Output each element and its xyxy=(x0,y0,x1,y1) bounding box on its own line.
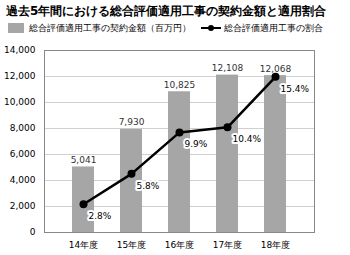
svg-text:14年度: 14年度 xyxy=(69,240,98,250)
svg-text:9.9%: 9.9% xyxy=(185,139,208,149)
html-text:過去5年間における総合評価適用工事の契約金額と適用割合: 過去5年間における総合評価適用工事の契約金額と適用割合 xyxy=(6,4,327,18)
svg-text:0: 0 xyxy=(30,227,36,237)
svg-text:10,000: 10,000 xyxy=(4,97,36,107)
svg-text:5.8%: 5.8% xyxy=(137,181,160,191)
svg-text:15年度: 15年度 xyxy=(117,240,146,250)
svg-text:2.8%: 2.8% xyxy=(89,211,112,221)
svg-text:2,000: 2,000 xyxy=(10,201,36,211)
html-text:総合評価適用工事の契約金額（百万円）: 総合評価適用工事の契約金額（百万円） xyxy=(29,23,191,33)
svg-text:10,825: 10,825 xyxy=(164,80,196,90)
svg-text:12,000: 12,000 xyxy=(4,71,36,81)
svg-text:14,000: 14,000 xyxy=(4,45,36,55)
svg-text:7,930: 7,930 xyxy=(119,117,145,127)
svg-text:12,108: 12,108 xyxy=(212,63,244,73)
svg-text:10.4%: 10.4% xyxy=(233,134,262,144)
svg-text:4,000: 4,000 xyxy=(10,175,36,185)
svg-text:18年度: 18年度 xyxy=(261,240,290,250)
svg-text:5,041: 5,041 xyxy=(71,155,97,165)
svg-text:6,000: 6,000 xyxy=(10,149,36,159)
html-text:総合評価適用工事の割合: 総合評価適用工事の割合 xyxy=(224,23,323,33)
svg-text:12,068: 12,068 xyxy=(260,63,292,73)
svg-text:8,000: 8,000 xyxy=(10,123,36,133)
svg-text:16年度: 16年度 xyxy=(165,240,194,250)
svg-text:15.4%: 15.4% xyxy=(281,84,310,94)
svg-text:17年度: 17年度 xyxy=(213,240,242,250)
